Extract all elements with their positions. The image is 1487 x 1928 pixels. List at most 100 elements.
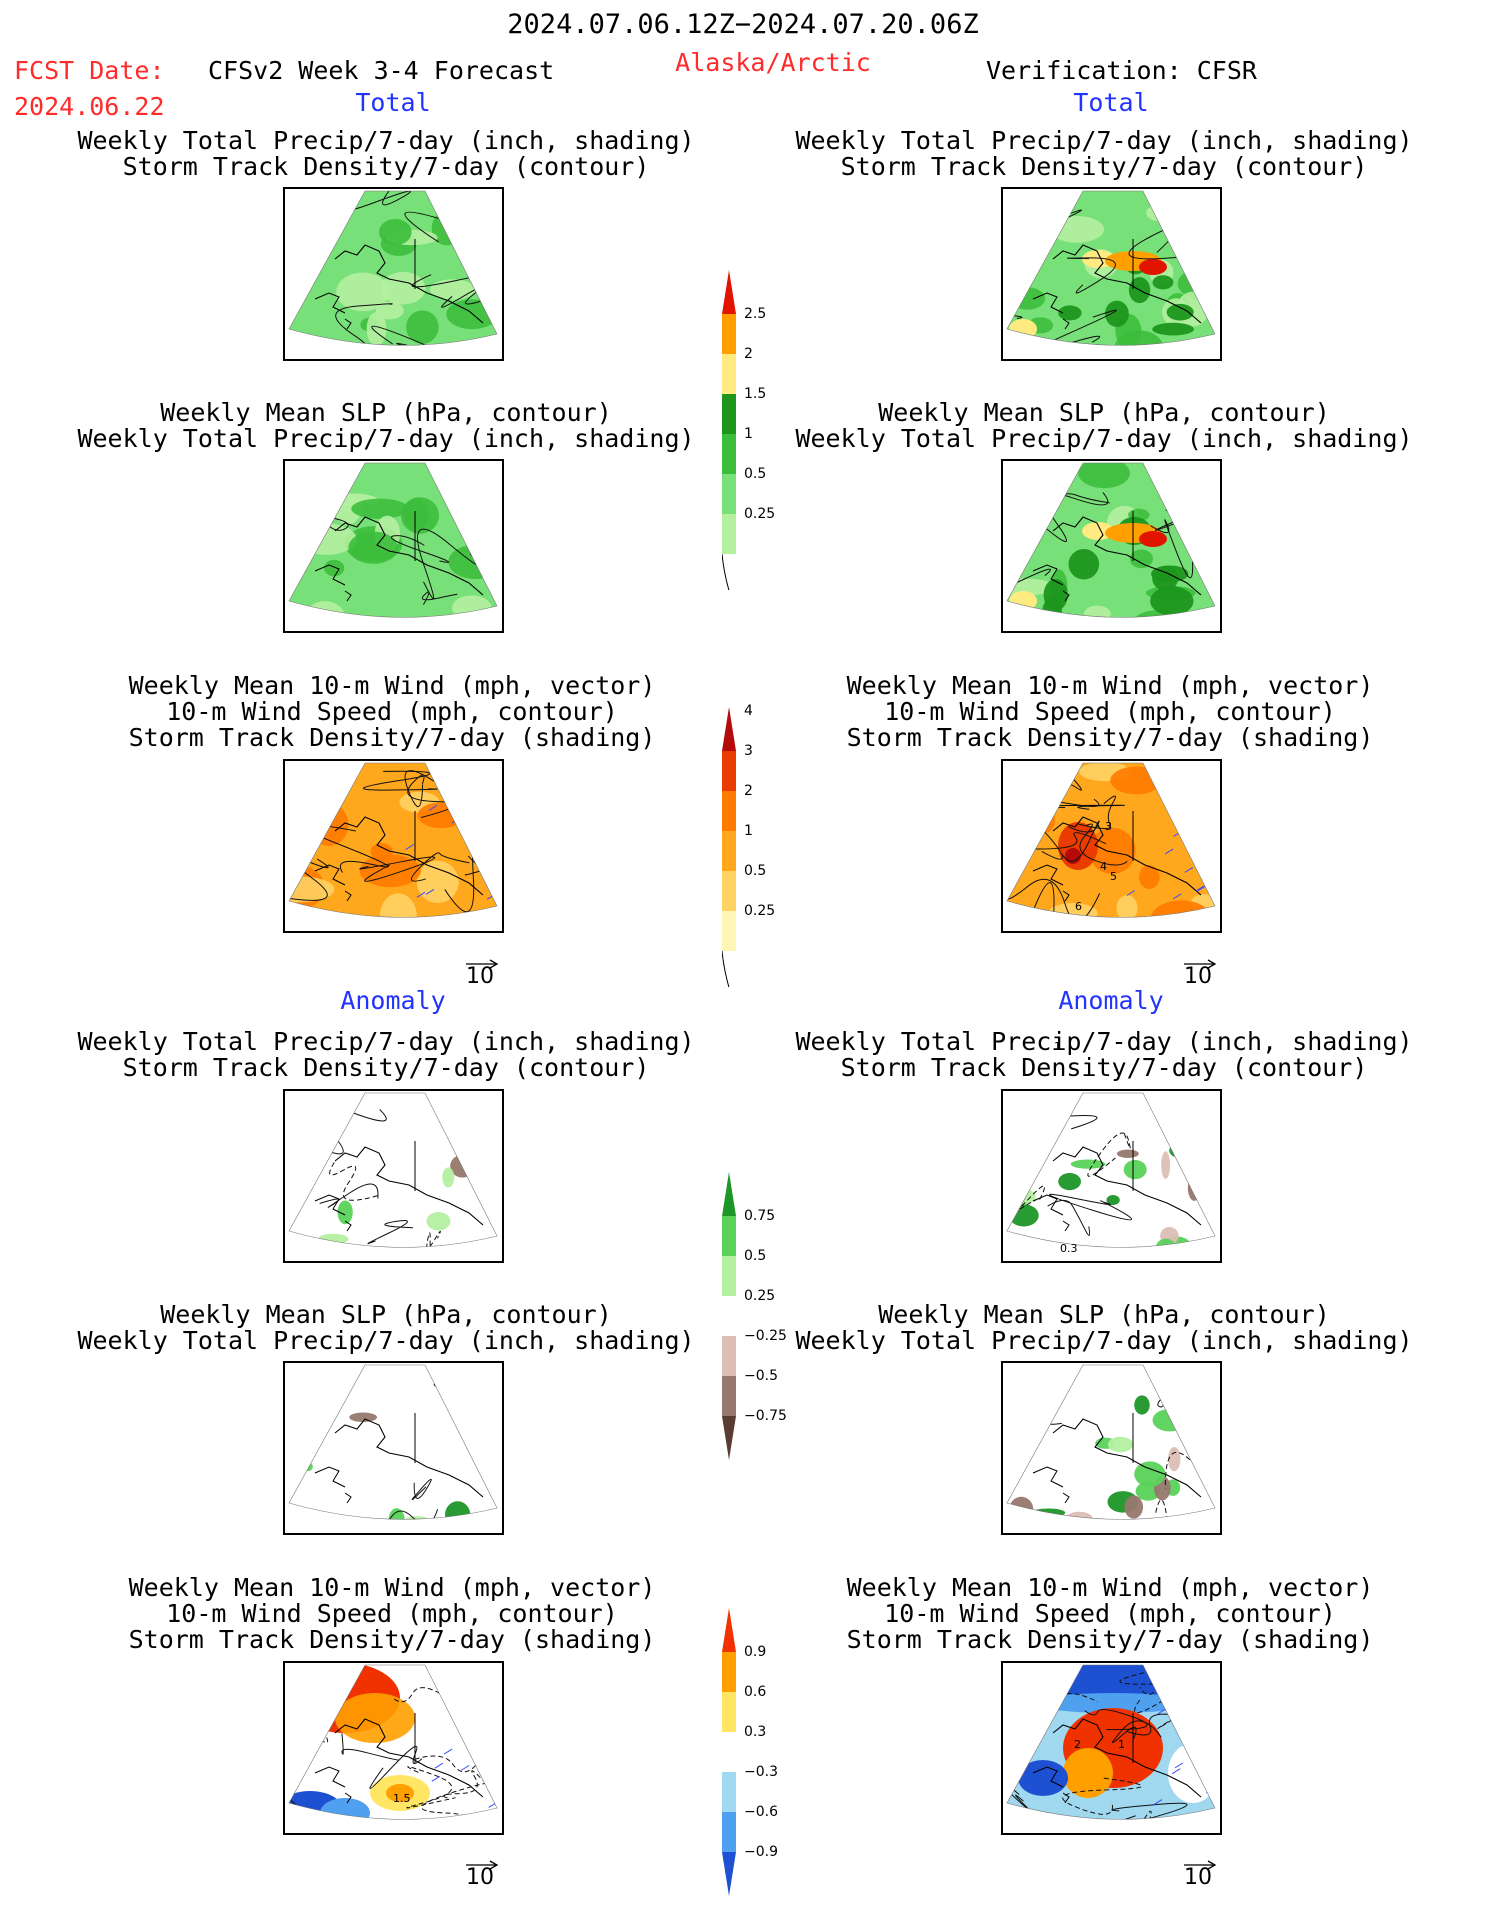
vector-ref-r3-left: 10 [466,952,500,977]
contour-line [1158,1691,1212,1728]
colorbar-swatch [722,1812,736,1852]
shade-region [1134,1395,1150,1414]
colorbar-swatch [722,791,736,831]
shade-region [335,1693,415,1743]
map-r3-right [1001,759,1222,933]
time-range-title: 2024.07.06.12Z−2024.07.20.06Z [507,12,978,38]
colorbar-tick-label: 1 [744,427,753,441]
colorbar-swatch [722,751,736,791]
shade-region [1010,798,1052,835]
colorbar-swatch [722,1256,736,1296]
shade-region [1012,525,1035,554]
shade-region [1007,1512,1041,1532]
shade-region [1154,478,1178,491]
shade-region [1084,606,1111,622]
colorbar-swatch [722,394,736,434]
shade-region [1063,1748,1113,1798]
colorbar-swatch [722,1172,736,1216]
colorbar-tick-label: 0.9 [744,1645,766,1659]
map-r2-left [283,459,504,633]
shade-region [1026,808,1049,832]
contour-line [285,761,331,769]
contour-line [1057,1523,1124,1533]
map-wedge [289,1365,497,1519]
shade-region [1168,1743,1218,1803]
shade-region [404,498,428,531]
shade-region [1009,287,1045,309]
contour-line [448,1693,485,1725]
contour-line [1193,1724,1201,1729]
shade-region [1153,1409,1187,1431]
shade-region [1134,1461,1165,1487]
section-anomaly-right: Anomaly [1058,988,1163,1014]
contour-line [1003,1683,1026,1733]
colorbar-swatch [722,1296,736,1336]
shade-region [1033,467,1050,486]
shade-region [426,1212,450,1230]
colorbar-swatch [722,911,736,951]
colorbar-tick-label: −0.3 [744,1765,778,1779]
shade-region [1110,767,1162,795]
shade-region [471,1432,497,1443]
shade-region [379,219,412,245]
map-r4-left [283,1089,504,1263]
colorbar-tick-label: 3 [744,744,753,758]
shade-region [436,193,466,217]
contour-line [463,801,471,806]
panel-title-r1-left: Weekly Total Precip/7-day (inch, shading… [77,128,694,180]
panel-title-r4-left: Weekly Total Precip/7-day (inch, shading… [77,1029,694,1081]
colorbar-swatch [722,1216,736,1256]
panel-title-r6-left: Weekly Mean 10-m Wind (mph, vector)10-m … [129,1575,656,1653]
shade-region [351,499,408,519]
panel-title-r4-right: Weekly Total Precip/7-day (inch, shading… [795,1029,1412,1081]
colorbar-tick-label: 2.5 [744,307,766,321]
shade-region [1071,1159,1106,1168]
shade-region [446,788,502,830]
shade-region [1124,1160,1147,1179]
shade-region [442,1167,454,1187]
colorbar-tick-label: −0.6 [744,1805,778,1819]
colorbar-swatch [722,514,736,554]
shade-region [1050,216,1104,243]
map-label-r6-left: 1.5 [393,1792,411,1806]
colorbar-tick-label: 2 [744,784,753,798]
map-wedge [1007,1093,1215,1247]
shade-region [1105,301,1129,327]
shade-region [1108,1437,1133,1453]
colorbar-swatch [722,354,736,394]
shade-region [324,560,344,576]
colorbar-swatch [722,1416,736,1460]
map-r6-left [283,1661,504,1835]
map-label-r3-right-a: 3 [1105,820,1112,834]
map-label-r6-right-a: 1 [1118,1738,1125,1752]
colorbar-tail [722,554,730,590]
shade-region [1168,1447,1180,1471]
map-label-r3-right-b: 4 [1100,860,1107,874]
shade-region [1189,1163,1215,1172]
product-title: CFSv2 Week 3-4 Forecast [208,58,554,84]
colorbar-tick-label: 1 [744,824,753,838]
contour-line [426,1520,496,1533]
shade-region [1044,579,1068,611]
shade-region [1199,461,1220,497]
shade-region [1139,531,1167,547]
shade-region [1009,591,1037,611]
vector-ref-r6-right: 10 [1184,1853,1218,1878]
map-r3-left [283,759,504,933]
contour-line [492,1719,500,1724]
colorbar-tick-label: 0.75 [744,1209,775,1223]
contour-line [285,1146,290,1178]
colorbar-swatch [722,1692,736,1732]
shade-region [1016,1140,1032,1158]
shade-region [452,595,491,620]
fcst-date-value: 2024.06.22 [14,94,165,120]
shade-region [1019,814,1043,835]
colorbar-swatch [722,831,736,871]
shade-region [1009,1204,1039,1226]
shade-region [297,524,357,555]
contour-line [285,461,349,475]
contour-line [1003,210,1051,254]
map-r5-right [1001,1361,1222,1535]
shade-region [466,234,487,252]
contour-line [478,770,502,803]
